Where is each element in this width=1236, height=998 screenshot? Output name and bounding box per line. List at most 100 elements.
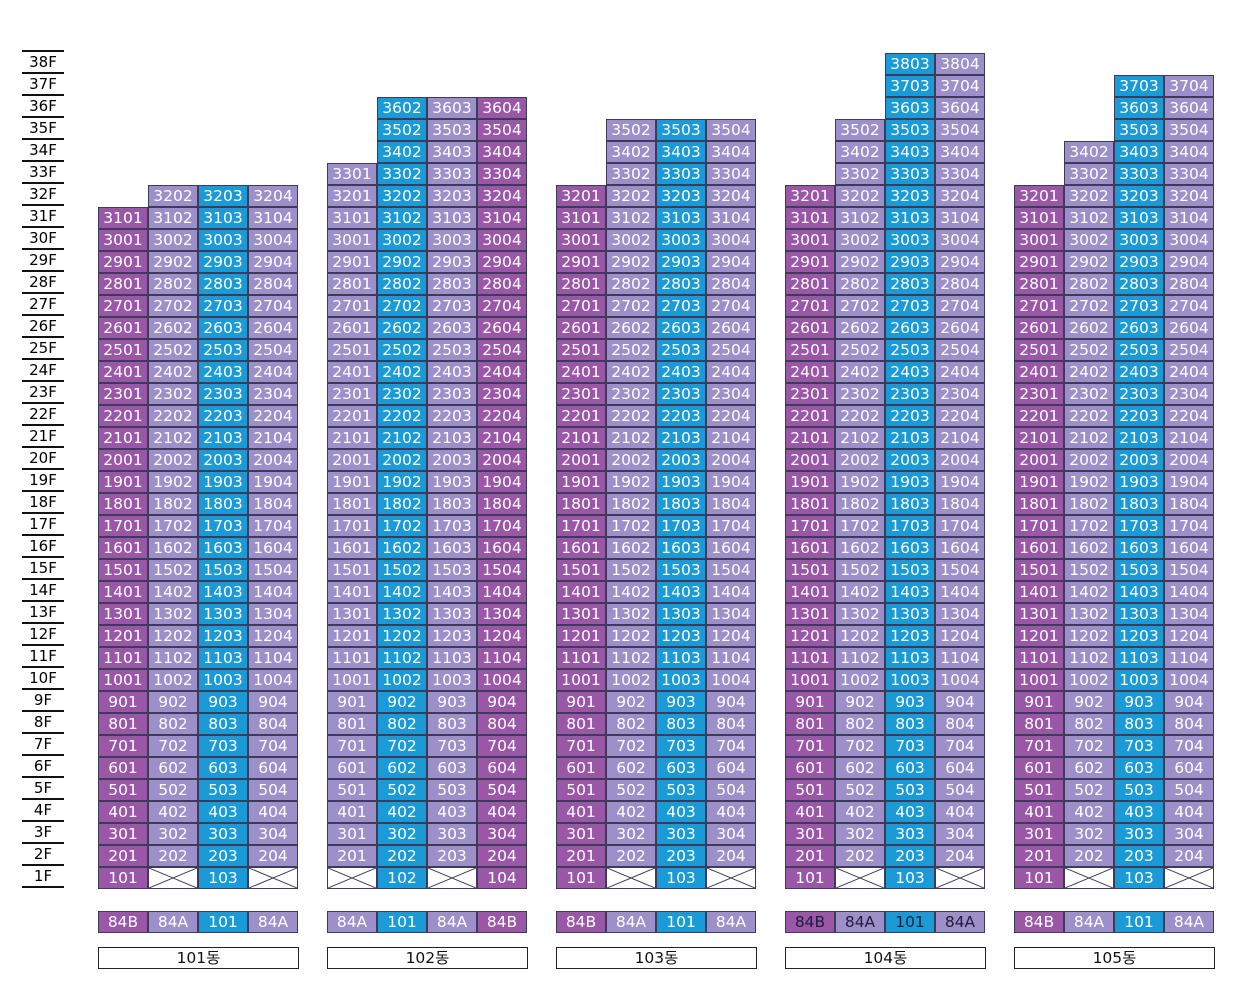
floor-divider — [22, 512, 64, 514]
unit-cell: 2203 — [427, 405, 477, 427]
unit-cell: 3004 — [706, 229, 756, 251]
floor-label: 18F — [29, 493, 57, 511]
unit-cell: 1601 — [327, 537, 377, 559]
floor-divider — [22, 402, 64, 404]
floor-divider — [22, 578, 64, 580]
unit-cell: 2002 — [606, 449, 656, 471]
unit-cell: 1404 — [935, 581, 985, 603]
unit-cell: 2603 — [1114, 317, 1164, 339]
unit-cell: 1203 — [1114, 625, 1164, 647]
unit-type-label: 84A — [606, 911, 656, 933]
unit-cell: 1702 — [835, 515, 885, 537]
unit-cell: 1303 — [198, 603, 248, 625]
unit-cell: 2604 — [477, 317, 527, 339]
floor-divider — [22, 842, 64, 844]
floor-divider — [22, 490, 64, 492]
unit-cell: 604 — [248, 757, 298, 779]
unit-cell: 2503 — [1114, 339, 1164, 361]
unit-type-label: 84A — [1164, 911, 1214, 933]
unit-cell: 1003 — [1114, 669, 1164, 691]
unit-cell: 3101 — [98, 207, 148, 229]
unit-type-label: 84A — [835, 911, 885, 933]
unit-cell: 2302 — [1064, 383, 1114, 405]
unit-cell: 1102 — [835, 647, 885, 669]
unit-cell: 1103 — [427, 647, 477, 669]
unit-cell: 2204 — [935, 405, 985, 427]
floor-divider — [22, 600, 64, 602]
empty-unit-cell — [606, 867, 656, 889]
unit-cell: 3104 — [706, 207, 756, 229]
unit-cell: 3603 — [427, 97, 477, 119]
unit-cell: 1301 — [785, 603, 835, 625]
unit-cell: 2601 — [1014, 317, 1064, 339]
unit-cell: 1502 — [606, 559, 656, 581]
unit-cell: 1504 — [477, 559, 527, 581]
unit-cell: 2502 — [835, 339, 885, 361]
unit-cell: 301 — [327, 823, 377, 845]
unit-cell: 3102 — [1064, 207, 1114, 229]
unit-cell: 1302 — [606, 603, 656, 625]
unit-cell: 1302 — [377, 603, 427, 625]
unit-cell: 2201 — [98, 405, 148, 427]
unit-cell: 201 — [556, 845, 606, 867]
unit-cell: 2604 — [935, 317, 985, 339]
unit-cell: 3204 — [477, 185, 527, 207]
unit-cell: 2502 — [148, 339, 198, 361]
floor-divider — [22, 776, 64, 778]
unit-cell: 304 — [477, 823, 527, 845]
unit-cell: 2504 — [477, 339, 527, 361]
unit-cell: 3002 — [148, 229, 198, 251]
unit-cell: 303 — [885, 823, 935, 845]
unit-cell: 1203 — [427, 625, 477, 647]
unit-cell: 1901 — [98, 471, 148, 493]
unit-cell: 903 — [1114, 691, 1164, 713]
unit-cell: 3002 — [377, 229, 427, 251]
unit-cell: 1601 — [1014, 537, 1064, 559]
unit-cell: 2202 — [1064, 405, 1114, 427]
unit-cell: 1301 — [327, 603, 377, 625]
unit-type-label: 84A — [327, 911, 377, 933]
unit-cell: 2004 — [935, 449, 985, 471]
unit-cell: 1303 — [885, 603, 935, 625]
unit-cell: 1902 — [1064, 471, 1114, 493]
unit-cell: 2104 — [248, 427, 298, 449]
unit-cell: 1403 — [656, 581, 706, 603]
unit-cell: 3002 — [1064, 229, 1114, 251]
empty-unit-cell — [935, 867, 985, 889]
floor-label: 38F — [29, 53, 57, 71]
unit-cell: 3201 — [785, 185, 835, 207]
unit-cell: 2402 — [835, 361, 885, 383]
unit-cell: 1602 — [148, 537, 198, 559]
unit-cell: 603 — [198, 757, 248, 779]
unit-cell: 2301 — [556, 383, 606, 405]
unit-cell: 2003 — [885, 449, 935, 471]
unit-cell: 2002 — [148, 449, 198, 471]
floor-label: 2F — [33, 845, 53, 863]
unit-cell: 402 — [835, 801, 885, 823]
floor-label: 10F — [29, 669, 57, 687]
unit-cell: 1303 — [1114, 603, 1164, 625]
unit-cell: 2403 — [427, 361, 477, 383]
unit-cell: 1901 — [556, 471, 606, 493]
unit-cell: 1403 — [427, 581, 477, 603]
unit-cell: 2404 — [248, 361, 298, 383]
unit-cell: 1204 — [248, 625, 298, 647]
unit-cell: 3202 — [377, 185, 427, 207]
unit-cell: 2503 — [656, 339, 706, 361]
unit-cell: 2603 — [885, 317, 935, 339]
unit-cell: 1804 — [706, 493, 756, 515]
unit-cell: 2104 — [706, 427, 756, 449]
unit-cell: 2801 — [1014, 273, 1064, 295]
unit-cell: 3003 — [198, 229, 248, 251]
floor-label: 23F — [29, 383, 57, 401]
unit-cell: 1902 — [835, 471, 885, 493]
floor-divider — [22, 160, 64, 162]
unit-cell: 1804 — [935, 493, 985, 515]
unit-cell: 902 — [835, 691, 885, 713]
unit-cell: 3704 — [1164, 75, 1214, 97]
unit-cell: 3002 — [606, 229, 656, 251]
unit-cell: 3001 — [327, 229, 377, 251]
unit-cell: 2604 — [1164, 317, 1214, 339]
unit-cell: 3504 — [477, 119, 527, 141]
floor-label: 12F — [29, 625, 57, 643]
